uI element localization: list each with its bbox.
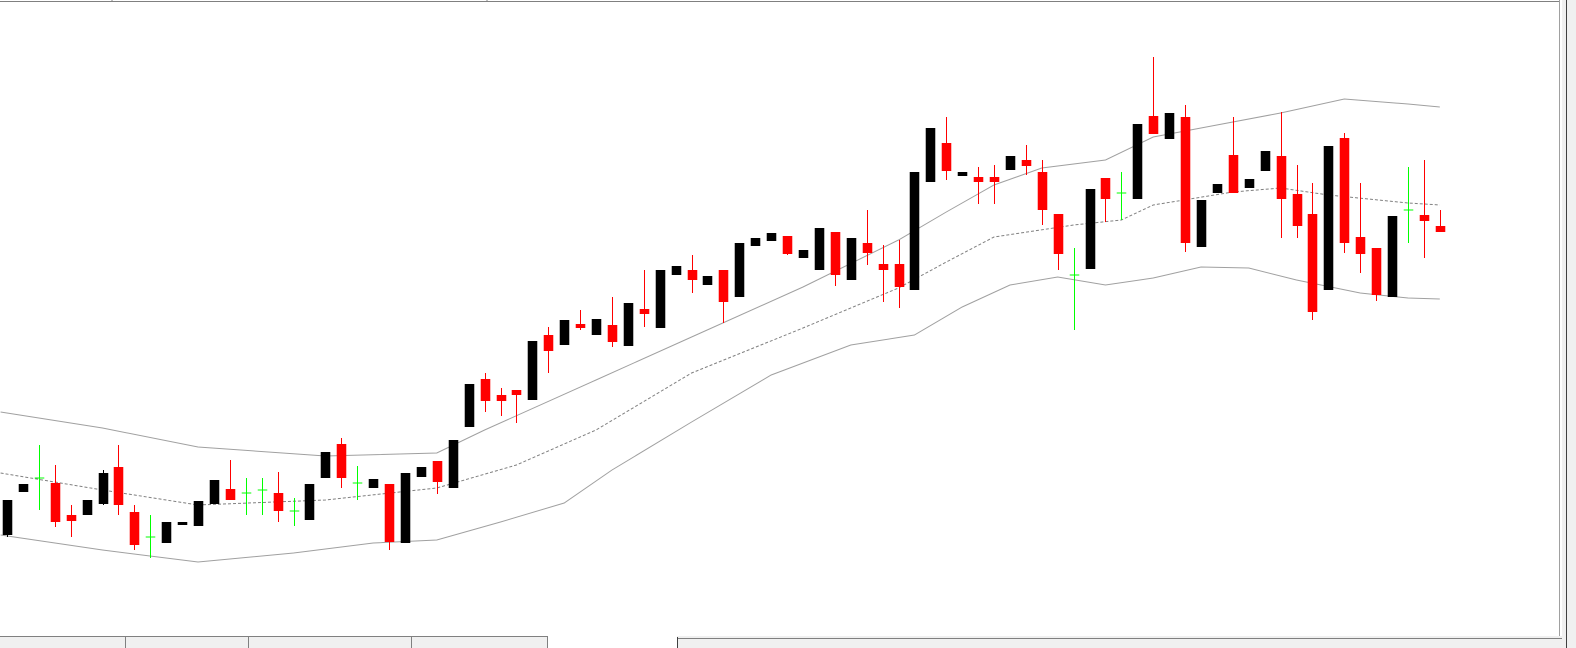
candle-body	[1228, 155, 1239, 193]
candle-body	[384, 484, 395, 542]
candle-body	[862, 243, 873, 253]
candle-body	[830, 232, 841, 275]
candle-body	[98, 473, 109, 504]
candle-body	[798, 250, 809, 258]
candle-body	[1148, 116, 1159, 134]
candle-body	[273, 493, 284, 511]
candle-body	[50, 483, 61, 522]
candle-body	[480, 379, 491, 401]
plot-area	[0, 57, 1446, 563]
candle-body	[1005, 156, 1016, 170]
candle-body	[1435, 226, 1446, 232]
candle-body	[607, 325, 618, 342]
candle-body	[1260, 151, 1271, 171]
candle-body	[2, 500, 13, 535]
candle-body	[814, 228, 825, 270]
candle-body	[1132, 124, 1143, 199]
candle-body	[511, 390, 522, 395]
candle-body	[193, 501, 204, 526]
candle-body	[1244, 179, 1255, 188]
candle-body	[1292, 194, 1303, 226]
candle-body	[702, 276, 713, 285]
candle-body	[129, 512, 140, 545]
candle-body	[368, 479, 379, 488]
candle-body	[941, 143, 952, 171]
candle-body	[416, 467, 427, 477]
candle-body	[1339, 138, 1350, 243]
scrollbar-area	[1562, 0, 1576, 648]
candle-body	[1371, 248, 1382, 295]
candle-body	[766, 233, 777, 241]
band-line	[0, 187, 1440, 506]
candle-body	[575, 324, 586, 328]
candle-body	[989, 177, 1000, 182]
candle-body	[432, 461, 443, 482]
candle-body	[973, 177, 984, 182]
candle-body	[225, 489, 236, 500]
candle-body	[177, 522, 188, 525]
candle-body	[1212, 184, 1223, 193]
candle-body	[718, 270, 729, 302]
candle-body	[1053, 214, 1064, 254]
candle-body	[1196, 200, 1207, 247]
active-tab[interactable]	[548, 635, 677, 648]
candle-body	[496, 395, 507, 401]
candle-body	[161, 522, 172, 543]
candle-body	[209, 480, 220, 504]
candle-body	[925, 128, 936, 182]
candle-body	[527, 341, 538, 400]
candle-body	[320, 452, 331, 478]
candle-body	[113, 467, 124, 505]
candle-body	[878, 264, 889, 270]
candle-body	[1323, 146, 1334, 290]
candle-body	[1021, 160, 1032, 166]
candle-body	[734, 243, 745, 297]
candle-body	[464, 384, 475, 427]
candle-body	[623, 303, 634, 346]
band-line	[0, 266, 1440, 563]
candle-body	[543, 335, 554, 351]
candle-body	[1387, 216, 1398, 297]
candle-body	[957, 172, 968, 176]
candle-body	[82, 500, 93, 515]
tab-bar	[0, 636, 1562, 648]
candle-body	[655, 270, 666, 328]
candle-body	[1037, 172, 1048, 210]
candle-body	[894, 264, 905, 287]
candle-body	[1276, 156, 1287, 199]
candle-body	[782, 236, 793, 254]
candle-body	[304, 484, 315, 520]
candle-body	[559, 320, 570, 345]
candle-body	[1164, 113, 1175, 139]
candle-body	[639, 309, 650, 314]
candle-body	[400, 473, 411, 543]
candle-body	[1355, 237, 1366, 254]
candle-body	[1419, 215, 1430, 221]
candle-body	[448, 440, 459, 488]
candle-body	[671, 266, 682, 275]
candle-body	[846, 238, 857, 280]
candle-body	[909, 172, 920, 290]
candle-body	[1307, 214, 1318, 312]
candle-body	[1180, 117, 1191, 243]
candle-body	[66, 515, 77, 521]
candle-body	[687, 270, 698, 280]
candle-body	[18, 484, 29, 492]
candle-body	[750, 238, 761, 246]
candle-body	[336, 444, 347, 478]
candle-body	[1085, 189, 1096, 269]
candle-body	[591, 319, 602, 335]
candle-body	[1100, 178, 1111, 199]
